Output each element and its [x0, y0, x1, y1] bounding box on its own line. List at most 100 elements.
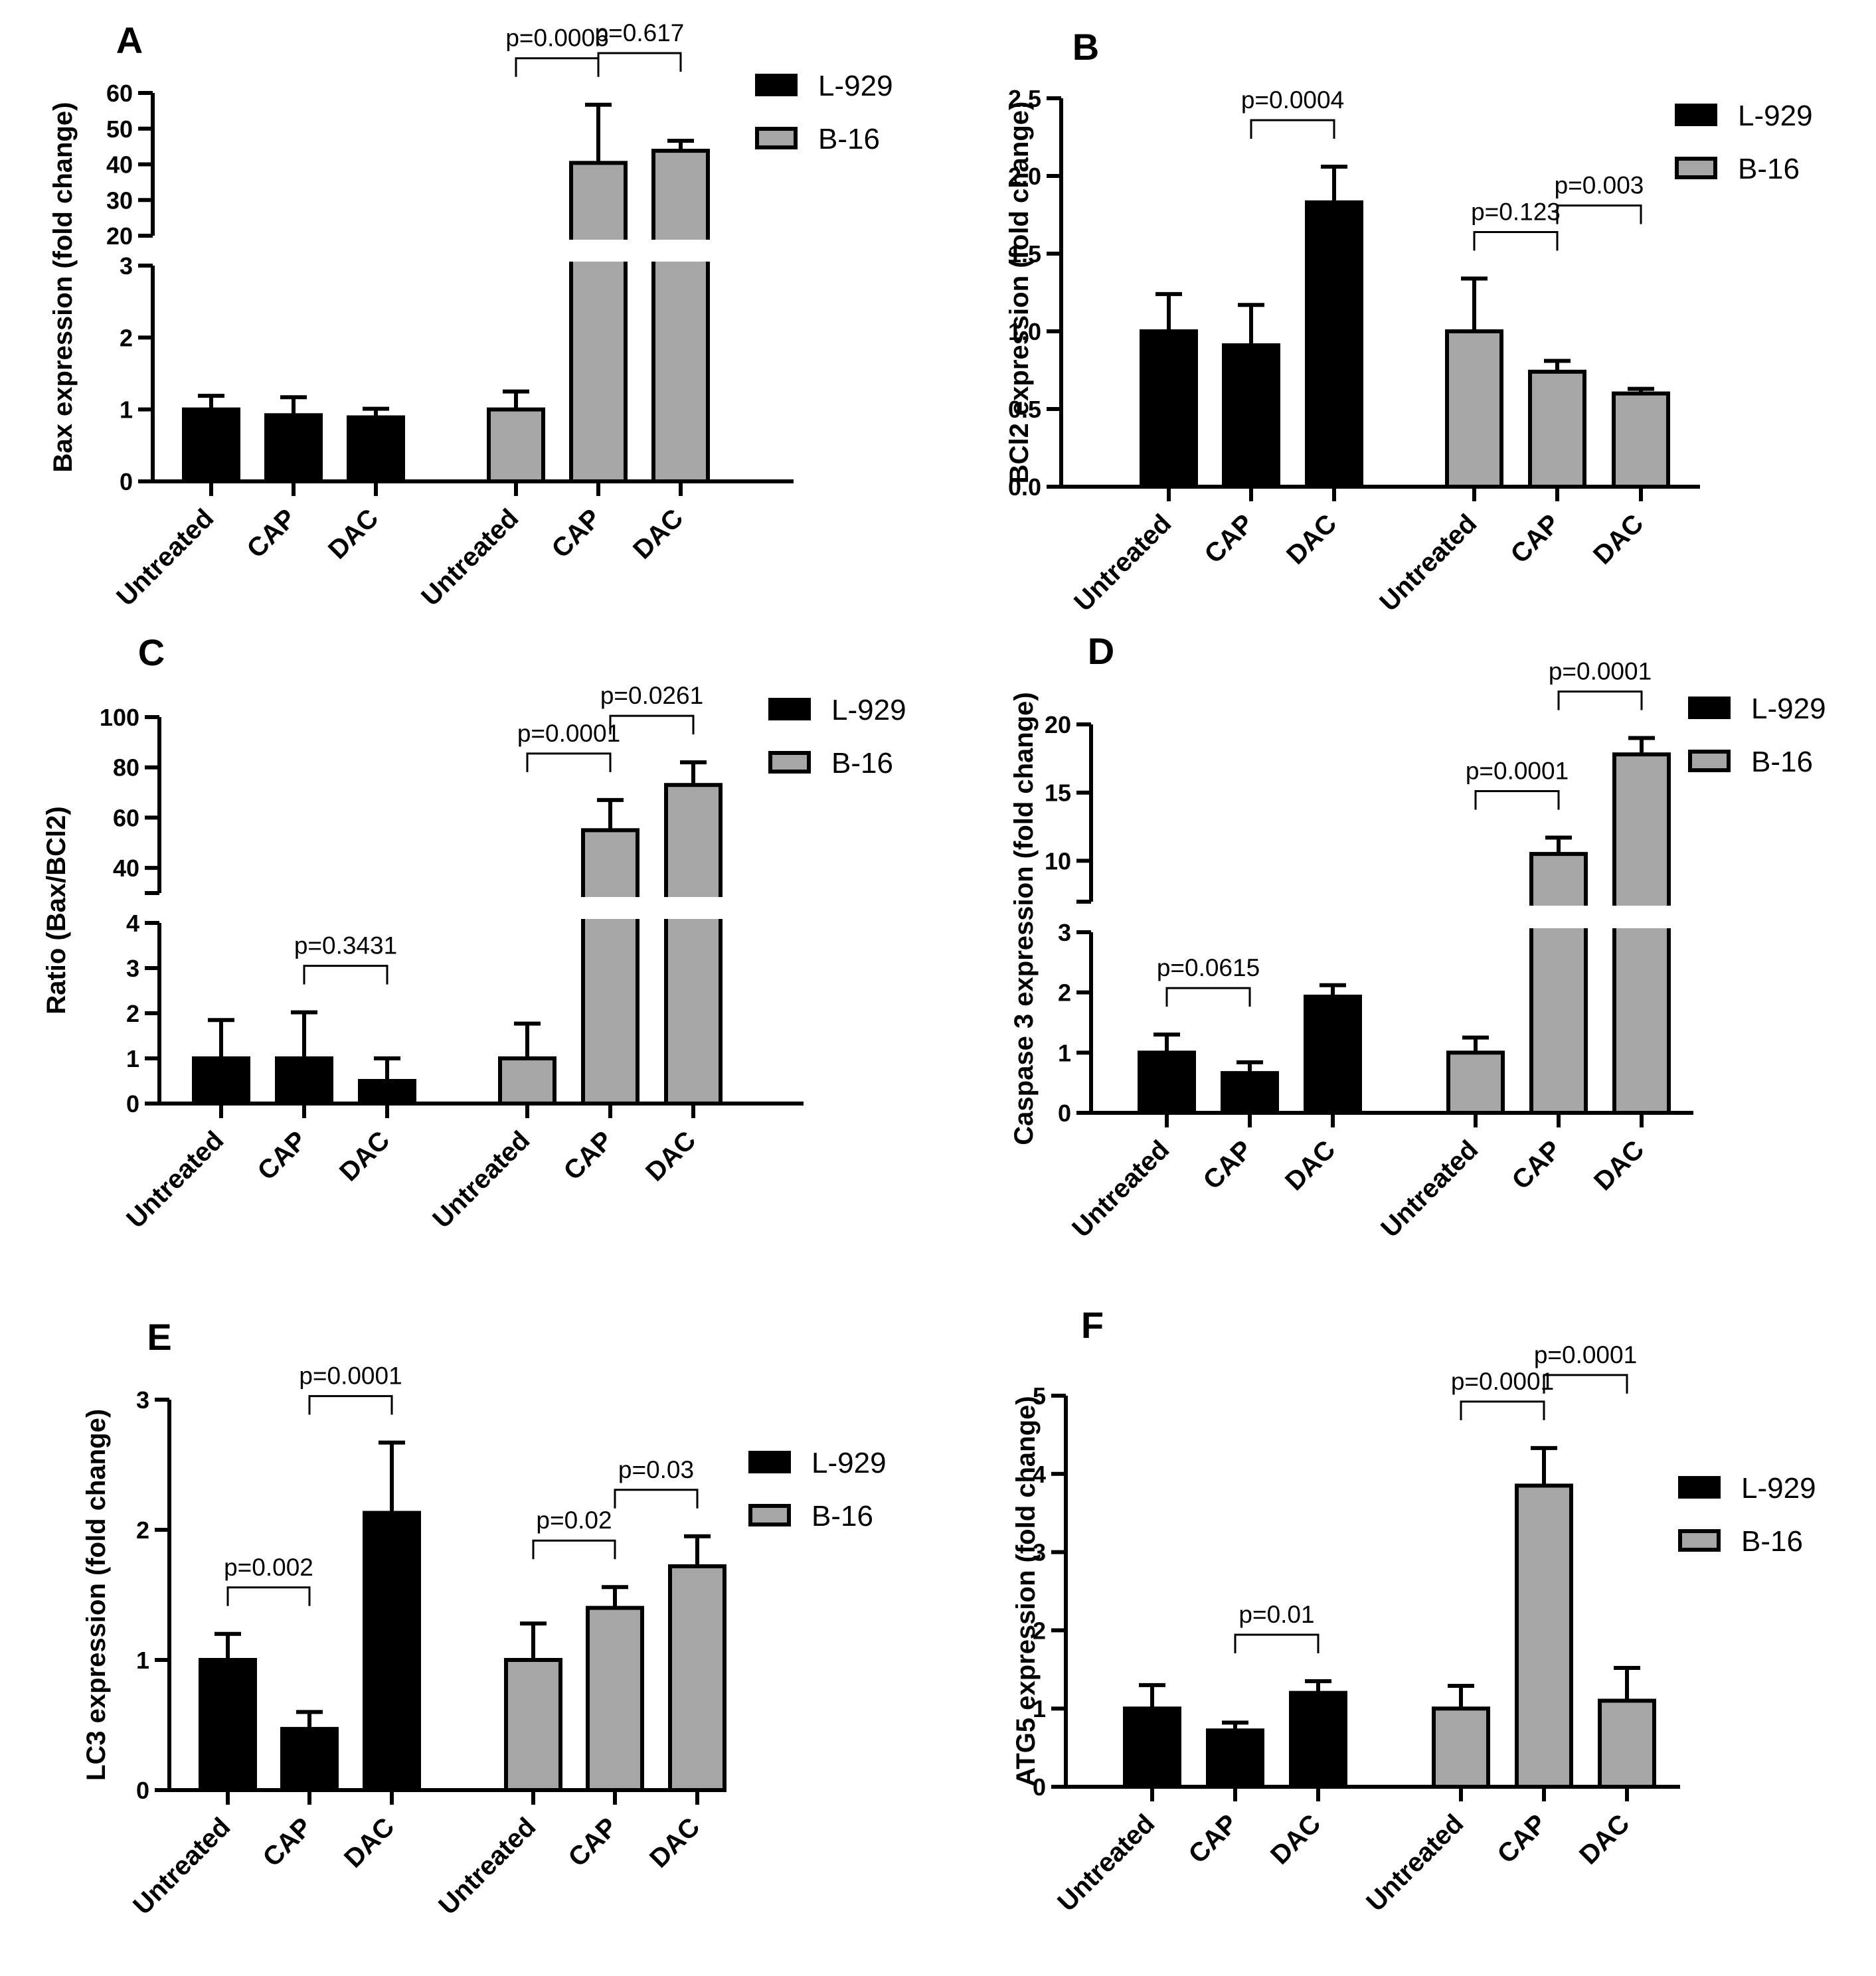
category-label: CAP [547, 503, 607, 564]
y-tick-label: 3 [126, 955, 139, 982]
category-label: CAP [1492, 1809, 1553, 1869]
category-label: CAP [1198, 1135, 1258, 1195]
p-value-bracket [1250, 119, 1335, 139]
axis-break-gap [133, 240, 794, 262]
p-value-label: p=0.0001 [299, 1362, 402, 1390]
p-value-label: p=0.123 [1471, 198, 1561, 225]
bar [1304, 995, 1362, 1115]
bar [1612, 752, 1671, 1115]
category-label: DAC [644, 1812, 705, 1873]
bar [280, 1726, 339, 1793]
y-tick-label: 0 [1033, 1773, 1046, 1801]
legend: L-929 B-16 [755, 70, 893, 155]
p-value-label: p=0.01 [1238, 1601, 1314, 1628]
legend: L-929 B-16 [1675, 100, 1813, 185]
bar [1598, 1698, 1656, 1789]
y-tick-label: 3 [136, 1386, 149, 1414]
p-value-label: p=0.0001 [1466, 757, 1569, 784]
p-value-bracket [1473, 230, 1559, 251]
panel-e-chart: E LC3 expression (fold change) 0 1 2 3 Untreat… [82, 1316, 887, 1920]
panel-letter: B [1072, 26, 1099, 68]
panel-a-chart: A Bax expression (fold change) 0 1 2 320 30 40 5… [48, 19, 893, 612]
bar [1206, 1728, 1264, 1789]
y-axis-label: BCl2 expression (fold change) [1005, 102, 1034, 484]
bars [192, 760, 723, 1106]
category-label: Untreated [121, 1125, 229, 1234]
bar [1221, 1071, 1279, 1115]
y-tick-label: 80 [113, 754, 139, 782]
bar [668, 1564, 726, 1792]
y-tick-label: 1.5 [1008, 240, 1041, 268]
y-tick-label: 15 [1045, 780, 1071, 807]
legend-label: L-929 [818, 70, 893, 102]
p-value-label: p=0.0001 [517, 720, 620, 747]
bar [581, 828, 640, 1106]
p-value-label: p=0.0615 [1157, 954, 1260, 981]
category-label: CAP [563, 1812, 624, 1872]
legend-label: L-929 [1751, 693, 1826, 725]
p-value-label: p=0.0001 [1549, 658, 1652, 685]
y-tick-label: 100 [100, 704, 139, 731]
legend-label: B-16 [1741, 1525, 1803, 1558]
panel-letter: F [1081, 1304, 1104, 1346]
bar [182, 407, 240, 484]
legend-swatch [1675, 104, 1717, 126]
bar [1529, 852, 1588, 1115]
category-label: DAC [1280, 1135, 1341, 1196]
category-label: Untreated [1375, 1135, 1484, 1243]
category-label: DAC [628, 503, 689, 564]
y-tick-label: 1 [1058, 1039, 1071, 1066]
significance-brackets: p=0.002 p=0.0001 p=0.02p=0.03 [224, 1362, 699, 1606]
p-value-bracket [226, 1586, 311, 1606]
y-tick-label: 3 [1058, 919, 1071, 946]
category-label: Untreated [128, 1812, 236, 1920]
p-value-bracket [1543, 1374, 1628, 1394]
axis-break-gap [139, 897, 804, 919]
y-tick-label: 60 [106, 80, 133, 107]
legend-label: L-929 [811, 1447, 887, 1479]
p-value-label: p=0.0261 [600, 682, 703, 709]
y-axis-label: ATG5 expression (fold change) [1011, 1396, 1041, 1786]
significance-brackets: p=0.0615 p=0.0001 p=0.0001 [1157, 658, 1652, 1007]
y-tick-label: 1 [1033, 1695, 1046, 1722]
panel-b-chart: B BCl2 expression (fold change)0.0 0.5 1.0 1… [1005, 26, 1813, 617]
legend: L-929 B-16 [1678, 1472, 1816, 1558]
p-value-bracket [308, 1395, 393, 1415]
bar [199, 1658, 257, 1792]
bars [199, 1440, 726, 1793]
y-tick-label: 2 [1033, 1617, 1046, 1644]
legend: L-929 B-16 [1688, 693, 1826, 778]
y-tick-label: 0 [120, 468, 133, 495]
category-label: Untreated [1068, 509, 1177, 617]
y-tick-label: 3 [120, 252, 133, 280]
category-label: Untreated [111, 503, 219, 612]
y-tick-label: 40 [106, 151, 133, 179]
legend-swatch [755, 127, 798, 149]
y-axis-label: Caspase 3 expression (fold change) [1009, 692, 1039, 1145]
bar [487, 407, 545, 484]
category-label: Untreated [416, 503, 524, 612]
bars [1138, 736, 1671, 1115]
y-axis-label: Ratio (Bax/BCl2) [42, 806, 71, 1014]
y-tick-label: 1 [120, 396, 133, 424]
bar [504, 1658, 562, 1792]
y-tick-label: 0 [1058, 1100, 1071, 1127]
legend-swatch [1678, 1476, 1721, 1499]
bar [1515, 1483, 1573, 1789]
p-value-bracket [1234, 1633, 1320, 1653]
y-tick-label: 2 [120, 324, 133, 351]
p-value-label: p=0.0001 [1534, 1341, 1637, 1368]
category-label: DAC [1588, 1135, 1650, 1196]
y-tick-label: 2 [126, 1000, 139, 1027]
p-value-label: p=0.002 [224, 1554, 313, 1581]
p-value-bracket [1165, 987, 1251, 1007]
y-tick-label: 0.5 [1008, 396, 1041, 423]
p-value-label: p=0.003 [1555, 171, 1644, 199]
panel-f-chart: F ATG5 expression (fold change)0 1 2 3 4 5 Untr… [1011, 1304, 1816, 1917]
y-tick-label: 10 [1045, 847, 1071, 874]
legend-label: B-16 [811, 1500, 873, 1532]
bar [347, 415, 405, 483]
y-axis-label: LC3 expression (fold change) [82, 1409, 111, 1781]
